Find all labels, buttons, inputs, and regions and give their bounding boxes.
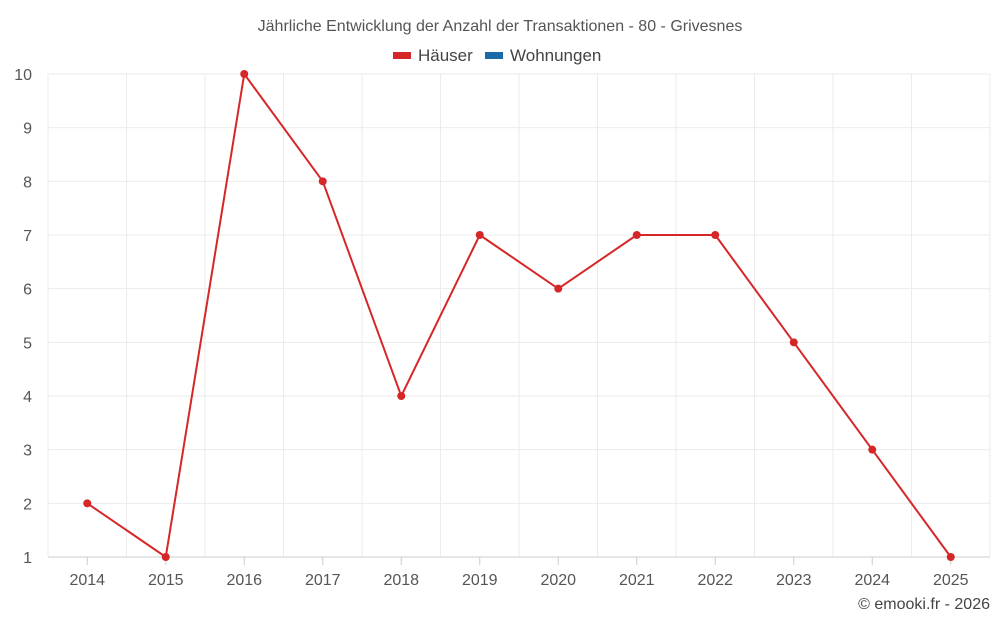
series-haeuser bbox=[83, 70, 955, 561]
x-tick-label: 2016 bbox=[226, 572, 262, 589]
legend-swatch-wohnungen bbox=[485, 52, 503, 59]
data-point[interactable] bbox=[240, 70, 249, 78]
data-point[interactable] bbox=[475, 231, 484, 239]
x-tick-label: 2017 bbox=[305, 572, 341, 589]
data-point[interactable] bbox=[554, 284, 563, 293]
x-tick-label: 2023 bbox=[776, 572, 812, 589]
y-tick-label: 10 bbox=[14, 67, 32, 84]
y-tick-label: 8 bbox=[23, 174, 32, 191]
data-point[interactable] bbox=[868, 445, 877, 454]
legend-label-wohnungen: Wohnungen bbox=[510, 46, 601, 65]
x-tick-label: 2025 bbox=[933, 572, 969, 589]
legend-label-haeuser: Häuser bbox=[418, 46, 473, 65]
y-tick-label: 9 bbox=[23, 121, 32, 138]
series-line bbox=[86, 73, 952, 558]
legend: Häuser Wohnungen bbox=[393, 46, 601, 65]
data-point[interactable] bbox=[397, 392, 406, 400]
x-tick-label: 2019 bbox=[462, 572, 498, 589]
y-tick-label: 7 bbox=[23, 228, 32, 245]
data-point[interactable] bbox=[318, 177, 327, 186]
data-point[interactable] bbox=[946, 553, 955, 561]
x-tick-label: 2018 bbox=[383, 572, 419, 589]
data-point[interactable] bbox=[632, 231, 641, 239]
y-tick-label: 6 bbox=[23, 282, 32, 299]
y-tick-label: 2 bbox=[23, 496, 32, 513]
grid bbox=[47, 73, 991, 558]
data-point[interactable] bbox=[83, 499, 92, 508]
x-tick-label: 2014 bbox=[69, 572, 105, 589]
y-tick-label: 3 bbox=[23, 443, 32, 460]
legend-swatch-haeuser bbox=[393, 52, 411, 59]
legend-item-haeuser[interactable]: Häuser bbox=[393, 46, 473, 65]
x-axis-ticks: 2014 2015 2016 2017 2018 2019 2020 2021 2022 2023… bbox=[69, 557, 969, 589]
x-tick-label: 2015 bbox=[148, 572, 184, 589]
data-point[interactable] bbox=[789, 338, 798, 347]
chart-title: Jährliche Entwicklung der Anzahl der Tra… bbox=[258, 18, 743, 35]
x-tick-label: 2024 bbox=[854, 572, 890, 589]
legend-item-wohnungen[interactable]: Wohnungen bbox=[485, 46, 601, 65]
y-tick-label: 4 bbox=[23, 389, 32, 406]
data-point[interactable] bbox=[161, 553, 170, 561]
credit-text: © emooki.fr - 2026 bbox=[858, 596, 990, 613]
x-tick-label: 2021 bbox=[619, 572, 655, 589]
y-axis-ticks: 1 2 3 4 5 6 7 8 9 10 bbox=[14, 67, 32, 567]
x-tick-label: 2022 bbox=[697, 572, 733, 589]
data-point[interactable] bbox=[711, 231, 720, 239]
y-tick-label: 5 bbox=[23, 335, 32, 352]
x-tick-label: 2020 bbox=[540, 572, 576, 589]
y-tick-label: 1 bbox=[23, 550, 32, 567]
